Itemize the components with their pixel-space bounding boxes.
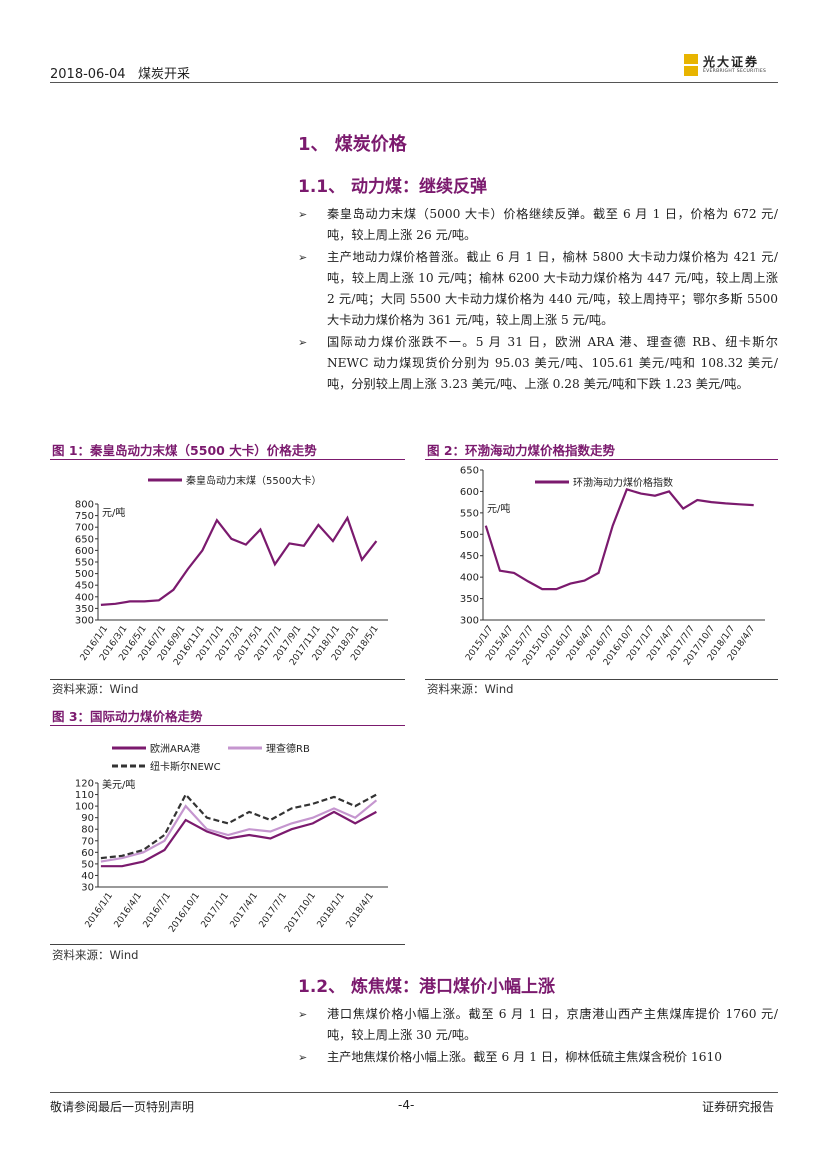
y-tick-label: 350 xyxy=(75,604,94,615)
fig1-chart: 8007507006506005505004504003503002016/1/… xyxy=(75,474,388,668)
arrow-bullet-icon: ➢ xyxy=(298,1051,308,1064)
y-tick-label: 60 xyxy=(81,848,94,859)
fig1-title: 图 1：秦皇岛动力末煤（5500 大卡）价格走势 xyxy=(52,443,317,458)
fig2-bottom-divider xyxy=(425,679,778,680)
fig1-source: 资料来源：Wind xyxy=(52,682,139,696)
legend-label: 环渤海动力煤价格指数 xyxy=(573,476,673,489)
y-tick-label: 100 xyxy=(75,802,94,813)
series-line xyxy=(100,515,378,606)
x-tick-label: 2016/4/1 xyxy=(113,891,144,930)
legend-label: 秦皇岛动力末煤（5500大卡） xyxy=(186,474,321,487)
series-line xyxy=(100,792,377,860)
series-line xyxy=(484,487,754,591)
legend-label: 理查德RB xyxy=(266,742,310,755)
arrow-bullet-icon: ➢ xyxy=(298,1008,308,1021)
fig2-title: 图 2：环渤海动力煤价格指数走势 xyxy=(427,443,616,458)
series-line xyxy=(100,810,377,868)
y-tick-label: 300 xyxy=(75,616,94,627)
y-tick-label: 450 xyxy=(460,551,479,562)
x-tick-label: 2017/7/1 xyxy=(258,891,289,930)
y-tick-label: 550 xyxy=(460,508,479,519)
y-tick-label: 700 xyxy=(75,523,94,534)
header-date-category: 2018-06-04 煤炭开采 xyxy=(50,67,190,82)
y-tick-label: 120 xyxy=(75,779,94,790)
footer-divider xyxy=(50,1092,778,1093)
x-tick-label: 2018/1/1 xyxy=(316,891,347,930)
bullet-list-thermal-coal: ➢ 秦皇岛动力末煤（5000 大卡）价格继续反弹。截至 6 月 1 日，价格为 6… xyxy=(298,204,778,396)
fig3-chart: 120110100908070605040302016/1/12016/4/12… xyxy=(75,742,388,935)
y-tick-label: 30 xyxy=(81,883,94,894)
x-tick-label: 2016/7/1 xyxy=(142,891,173,930)
y-tick-label: 800 xyxy=(75,500,94,511)
company-logo: 光大证券 EVERBRIGHT SECURITIES xyxy=(684,54,766,76)
section-title: 1、 煤炭价格 xyxy=(298,134,407,155)
fig1-divider xyxy=(50,459,405,460)
logo-cn: 光大证券 xyxy=(703,55,760,69)
y-tick-label: 400 xyxy=(75,592,94,603)
y-tick-label: 600 xyxy=(75,546,94,557)
x-tick-label: 2017/4/1 xyxy=(229,891,260,930)
y-axis-label: 元/吨 xyxy=(487,502,510,515)
page-number: -4- xyxy=(398,1098,415,1112)
x-tick-label: 2017/1/1 xyxy=(200,891,231,930)
x-tick-label: 2016/10/1 xyxy=(167,891,202,935)
y-tick-label: 110 xyxy=(75,790,94,801)
y-tick-label: 600 xyxy=(460,487,479,498)
y-tick-label: 450 xyxy=(75,581,94,592)
y-tick-label: 550 xyxy=(75,558,94,569)
y-tick-label: 500 xyxy=(75,569,94,580)
footer-disclaimer: 敬请参阅最后一页特别声明 xyxy=(50,1100,195,1114)
legend-label: 欧洲ARA港 xyxy=(150,743,200,755)
list-item: ➢ 港口焦煤价格小幅上涨。截至 6 月 1 日，京唐港山西产主焦煤库提价 1760… xyxy=(298,1004,778,1046)
fig3-bottom-divider xyxy=(50,944,405,945)
fig2-source: 资料来源：Wind xyxy=(427,682,514,696)
x-tick-label: 2016/1/1 xyxy=(84,891,115,930)
y-tick-label: 750 xyxy=(75,511,94,522)
logo-en: EVERBRIGHT SECURITIES xyxy=(703,69,767,74)
y-tick-label: 650 xyxy=(460,466,479,477)
bullet-list-coking-coal: ➢ 港口焦煤价格小幅上涨。截至 6 月 1 日，京唐港山西产主焦煤库提价 1760… xyxy=(298,1004,778,1069)
y-axis-label: 美元/吨 xyxy=(102,778,135,791)
list-item: ➢ 国际动力煤价涨跌不一。5 月 31 日，欧洲 ARA 港、理查德 RB、纽卡斯… xyxy=(298,332,778,395)
subsection-title-coking-coal: 1.2、 炼焦煤：港口煤价小幅上涨 xyxy=(298,977,556,997)
arrow-bullet-icon: ➢ xyxy=(298,251,308,264)
subsection-title-thermal-coal: 1.1、 动力煤：继续反弹 xyxy=(298,177,488,197)
header-divider xyxy=(50,82,778,83)
series-line xyxy=(100,799,378,863)
list-item: ➢ 主产地动力煤价格普涨。截止 6 月 1 日，榆林 5800 大卡动力煤价格为 … xyxy=(298,247,778,331)
y-tick-label: 400 xyxy=(460,573,479,584)
fig1-bottom-divider xyxy=(50,679,405,680)
y-tick-label: 50 xyxy=(81,859,94,870)
list-item: ➢ 主产地焦煤价格小幅上涨。截至 6 月 1 日，柳林低硫主焦煤含税价 1610 xyxy=(298,1047,778,1068)
fig3-source: 资料来源：Wind xyxy=(52,948,139,962)
list-item: ➢ 秦皇岛动力末煤（5000 大卡）价格继续反弹。截至 6 月 1 日，价格为 6… xyxy=(298,204,778,246)
y-tick-label: 90 xyxy=(81,813,94,824)
logo-mark-icon xyxy=(684,54,698,76)
x-tick-label: 2017/10/1 xyxy=(283,891,318,935)
arrow-bullet-icon: ➢ xyxy=(298,336,308,349)
y-axis-label: 元/吨 xyxy=(102,506,125,519)
arrow-bullet-icon: ➢ xyxy=(298,208,308,221)
fig3-divider xyxy=(50,725,405,726)
fig2-chart: 6506005505004504003503002015/1/72015/4/7… xyxy=(460,466,765,668)
x-tick-label: 2018/4/1 xyxy=(345,891,376,930)
y-tick-label: 40 xyxy=(81,871,94,882)
y-tick-label: 70 xyxy=(81,836,94,847)
y-tick-label: 350 xyxy=(460,594,479,605)
y-tick-label: 650 xyxy=(75,534,94,545)
fig3-title: 图 3：国际动力煤价格走势 xyxy=(52,709,203,724)
legend-label: 纽卡斯尔NEWC xyxy=(150,760,221,773)
footer-report-type: 证券研究报告 xyxy=(702,1100,775,1114)
y-tick-label: 500 xyxy=(460,530,479,541)
y-tick-label: 80 xyxy=(81,825,94,836)
y-tick-label: 300 xyxy=(460,616,479,627)
fig2-divider xyxy=(425,459,778,460)
